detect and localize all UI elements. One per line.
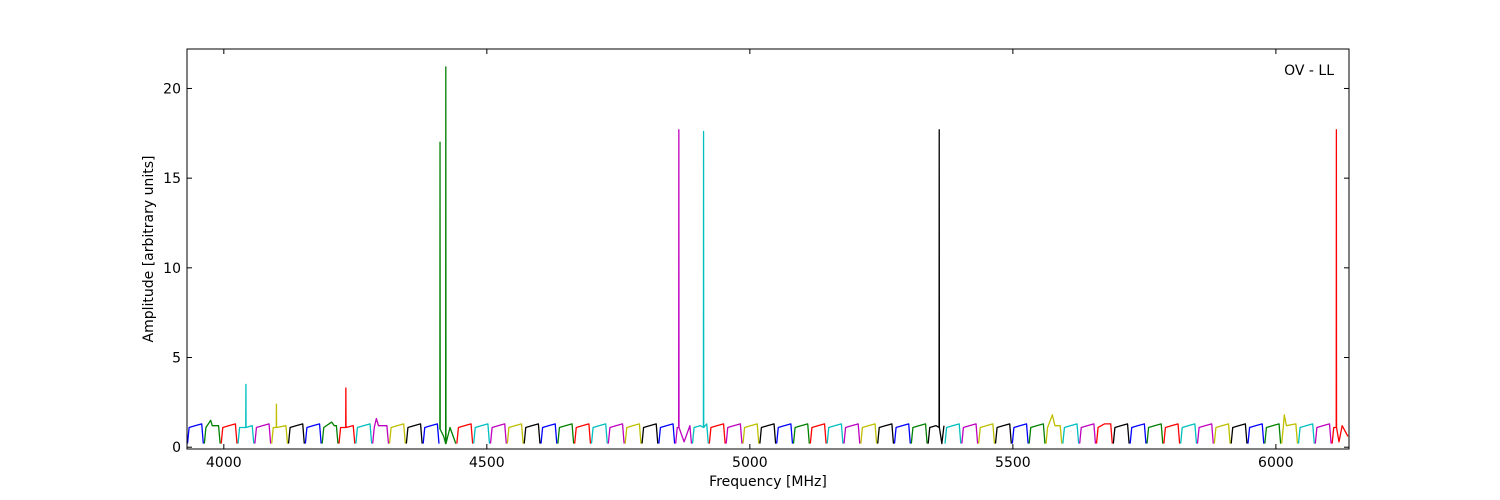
series-line <box>1062 423 1080 444</box>
series-line <box>607 423 625 444</box>
series-line <box>1079 423 1097 444</box>
series-line <box>1314 423 1332 444</box>
series-line <box>203 419 221 444</box>
series-line <box>590 423 608 444</box>
series-line <box>237 383 255 444</box>
series-line <box>1011 423 1029 444</box>
y-tick-label: 10 <box>163 261 181 277</box>
x-tick-label: 4500 <box>469 455 505 471</box>
series-line <box>287 423 305 444</box>
series-line <box>456 423 474 444</box>
annotation: OV - LL <box>1284 63 1334 79</box>
series-line <box>388 423 406 444</box>
series-line <box>742 423 760 444</box>
y-tick-label: 0 <box>172 440 181 456</box>
series-line <box>877 423 895 444</box>
series-line <box>1331 129 1349 444</box>
series-line <box>489 423 507 444</box>
series-line <box>927 129 945 445</box>
series-line <box>1180 423 1198 444</box>
y-tick-label: 5 <box>172 351 181 367</box>
series-line <box>792 423 810 444</box>
series-line <box>1112 423 1130 444</box>
series-line <box>186 423 204 444</box>
series-line <box>304 423 322 444</box>
series-line <box>826 423 844 444</box>
series-line <box>405 423 423 444</box>
series-line <box>540 423 558 444</box>
series-line <box>523 423 541 444</box>
series-line <box>978 423 996 444</box>
plot-frame <box>186 48 1350 450</box>
y-tick-label: 15 <box>163 171 181 187</box>
series-line <box>557 423 575 444</box>
series-line <box>893 423 911 444</box>
series-line <box>994 423 1012 444</box>
series-line <box>1264 423 1282 444</box>
series-line <box>725 423 743 444</box>
series-line <box>338 387 356 444</box>
series-line <box>1247 423 1265 444</box>
series-line <box>473 423 491 444</box>
series-line <box>506 423 524 444</box>
series-line <box>574 423 592 444</box>
x-tick-label: 4000 <box>206 455 242 471</box>
series-line <box>1028 423 1046 444</box>
series-line <box>1146 423 1164 444</box>
series-line <box>422 423 440 444</box>
series-line <box>641 423 659 444</box>
series-line <box>439 66 457 445</box>
series-line <box>708 423 726 444</box>
series-line <box>1129 423 1147 444</box>
series-line <box>675 129 693 444</box>
y-tick-label: 20 <box>163 81 181 97</box>
series-line <box>254 423 272 444</box>
series-line <box>658 423 676 444</box>
series-line <box>1281 414 1299 444</box>
series-line <box>944 423 962 444</box>
series-line <box>1230 423 1248 444</box>
series-line <box>759 423 777 444</box>
series-line <box>843 423 861 444</box>
series-line <box>910 423 928 444</box>
series-line <box>624 423 642 444</box>
series-line <box>321 421 339 444</box>
series-line <box>1297 423 1315 444</box>
series-line <box>1045 414 1063 444</box>
x-tick-label: 5500 <box>995 455 1031 471</box>
series-line <box>372 417 390 444</box>
y-axis-label: Amplitude [arbitrary units] <box>141 156 157 343</box>
x-tick-label: 6000 <box>1258 455 1294 471</box>
series-line <box>1196 423 1214 444</box>
series-line <box>1095 423 1113 444</box>
series-line <box>776 423 794 444</box>
series-line <box>860 423 878 444</box>
x-tick-label: 5000 <box>732 455 768 471</box>
series-line <box>271 403 289 444</box>
series-line <box>220 423 238 444</box>
series-line <box>1213 423 1231 444</box>
x-axis-label: Frequency [MHz] <box>709 474 827 490</box>
series-line <box>961 423 979 444</box>
series-line <box>355 423 373 444</box>
series-line <box>691 130 709 444</box>
series-line <box>809 423 827 444</box>
series-line <box>1163 423 1181 444</box>
